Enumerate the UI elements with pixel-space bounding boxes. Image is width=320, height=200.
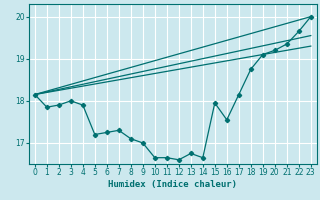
- X-axis label: Humidex (Indice chaleur): Humidex (Indice chaleur): [108, 180, 237, 189]
